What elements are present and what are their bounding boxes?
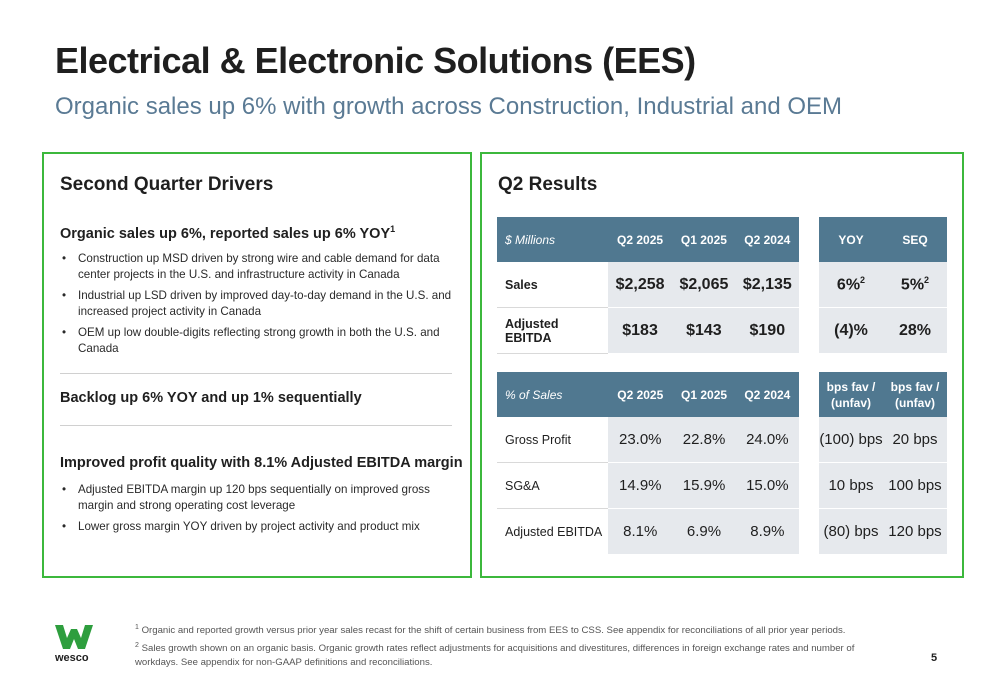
header-line: (unfav) [895,395,935,410]
table-header: bps fav / (unfav) [819,372,883,417]
row-label: Gross Profit [497,417,609,463]
logo-wordmark: wesco [55,652,89,664]
table-cell: $183 [607,307,673,354]
footnote-1: 1 Organic and reported growth versus pri… [135,621,895,639]
page-subtitle: Organic sales up 6% with growth across C… [55,93,843,120]
footnote-mark: 2 [135,641,139,649]
organic-sales-heading-text: Organic sales up 6%, reported sales up 6… [60,225,391,242]
table-cell: $2,065 [672,262,736,308]
drivers-heading: Second Quarter Drivers [60,174,274,195]
footnote-mark: 1 [135,624,139,631]
page-title: Electrical & Electronic Solutions (EES) [55,40,696,81]
table-cell: 6.9% [672,508,736,555]
bullet-item: Construction up MSD driven by strong wir… [60,251,460,283]
table-cell: 24.0% [735,417,799,463]
profit-quality-bullets: Adjusted EBITDA margin up 120 bps sequen… [60,482,460,540]
table-cell: 22.8% [672,417,736,463]
results-panel: Q2 Results $ Millions Q2 2025 Q1 2025 Q2… [480,152,964,578]
page-number: 5 [931,652,938,664]
table-row: 10 bps 100 bps [819,462,947,509]
table-row: 6%2 5%2 [819,262,947,308]
table-cell: 8.1% [608,508,673,555]
bullet-item: OEM up low double-digits reflecting stro… [60,325,460,357]
footnote-mark: 1 [390,224,396,234]
row-label: Adjusted EBITDA [497,508,609,555]
section-divider [60,373,452,374]
table-cell: 120 bps [883,508,947,555]
table-header: Q2 2025 [608,372,673,417]
table-cell: 8.9% [735,508,799,555]
bps-table: bps fav / (unfav) bps fav / (unfav) (100… [819,372,947,555]
table-row: (4)% 28% [819,307,947,354]
table-header: Q2 2025 [607,217,673,262]
table-cell: 15.0% [735,462,799,509]
table-header: Q2 2024 [735,217,799,262]
table-cell: 23.0% [608,417,673,463]
table-cell: 20 bps [883,417,947,463]
bullet-item: Adjusted EBITDA margin up 120 bps sequen… [60,482,460,514]
footnote-2: 2 Sales growth shown on an organic basis… [135,639,895,671]
millions-table: $ Millions Q2 2025 Q1 2025 Q2 2024 Sales… [497,217,799,354]
table-row: (100) bps 20 bps [819,417,947,463]
table-cell: 15.9% [672,462,736,509]
table-cell: 28% [883,307,947,354]
table-header: YOY [819,217,883,262]
table-row: (80) bps 120 bps [819,508,947,555]
cell-value: 5% [900,276,925,294]
table-cell: 5%2 [883,262,947,308]
percent-sales-table: % of Sales Q2 2025 Q1 2025 Q2 2024 Gross… [497,372,799,555]
table-cell: (100) bps [819,417,883,463]
table-cell: 6%2 [819,262,883,308]
table-cell: (80) bps [819,508,883,555]
table-row: Sales $2,258 $2,065 $2,135 [497,262,799,308]
header-line: bps fav / [890,379,940,394]
growth-table: YOY SEQ 6%2 5%2 (4)% 28% [819,217,947,354]
results-heading: Q2 Results [498,174,598,195]
header-line: (unfav) [831,395,871,410]
drivers-panel: Second Quarter Drivers Organic sales up … [42,152,472,578]
table-header: Q1 2025 [672,217,736,262]
row-label: Sales [497,262,608,308]
bullet-item: Lower gross margin YOY driven by project… [60,519,460,535]
backlog-heading: Backlog up 6% YOY and up 1% sequentially [60,390,362,406]
table-header-label: $ Millions [497,217,608,262]
cell-value: 6% [836,276,861,294]
table-row: Adjusted EBITDA $183 $143 $190 [497,307,799,354]
table-header: Q2 2024 [735,372,799,417]
profit-quality-heading: Improved profit quality with 8.1% Adjust… [60,455,463,471]
footnote-mark: 2 [924,274,930,285]
table-cell: $190 [735,307,799,354]
table-row: Gross Profit 23.0% 22.8% 24.0% [497,417,799,463]
header-line: bps fav / [826,379,876,394]
table-row: SG&A 14.9% 15.9% 15.0% [497,462,799,509]
table-cell: $143 [672,307,736,354]
row-label: Adjusted EBITDA [497,307,608,354]
table-cell: 100 bps [883,462,947,509]
bullet-item: Industrial up LSD driven by improved day… [60,288,460,320]
footnote-text: Sales growth shown on an organic basis. … [135,642,855,669]
organic-sales-bullets: Construction up MSD driven by strong wir… [60,251,460,362]
wesco-logo-icon [55,625,93,649]
table-cell: $2,135 [735,262,799,308]
table-row: Adjusted EBITDA 8.1% 6.9% 8.9% [497,508,799,555]
organic-sales-heading: Organic sales up 6%, reported sales up 6… [60,224,395,242]
table-cell: 14.9% [608,462,673,509]
table-header: Q1 2025 [672,372,736,417]
footnotes: 1 Organic and reported growth versus pri… [135,621,895,671]
table-cell: 10 bps [819,462,883,509]
table-cell: (4)% [819,307,883,354]
footnote-mark: 2 [860,274,866,285]
table-header: SEQ [883,217,947,262]
table-header-label: % of Sales [497,372,609,417]
row-label: SG&A [497,462,609,509]
table-header: bps fav / (unfav) [883,372,947,417]
table-cell: $2,258 [607,262,673,308]
footnote-text: Organic and reported growth versus prior… [141,625,846,637]
section-divider [60,425,452,426]
